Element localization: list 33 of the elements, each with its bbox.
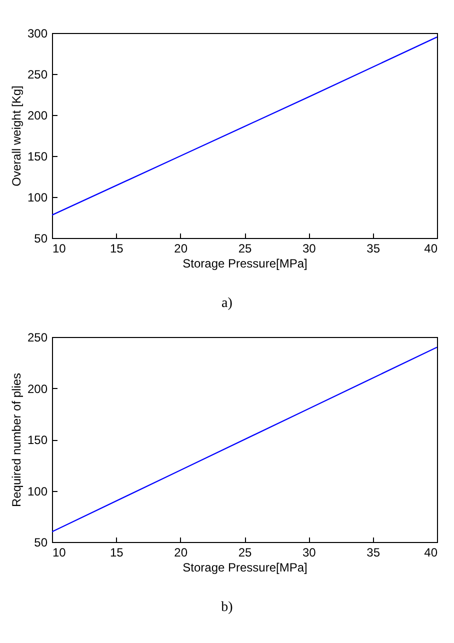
x-tick-label: 35 <box>366 546 380 560</box>
x-axis-title: Storage Pressure[MPa] <box>182 256 308 270</box>
y-axis-title: Overall weight [Kg] <box>9 86 24 186</box>
text: a) <box>220 296 234 312</box>
x-tick-label: 25 <box>238 546 252 560</box>
x-tick-label: 40 <box>424 546 438 560</box>
y-tick-label: 300 <box>27 26 48 40</box>
text: b) <box>220 600 234 616</box>
x-tick-label: 15 <box>110 546 124 560</box>
x-axis-title: Storage Pressure[MPa] <box>182 560 308 574</box>
x-tick-label: 30 <box>302 242 316 256</box>
y-tick-label: 50 <box>34 232 48 246</box>
line-series <box>52 346 437 532</box>
x-tick-label: 35 <box>366 242 380 256</box>
y-axis-title: Required number of plies <box>9 372 24 508</box>
y-tick-label: 200 <box>27 108 48 122</box>
x-tick-label: 10 <box>52 546 66 560</box>
y-tick-label: 50 <box>34 536 48 550</box>
x-tick-label: 20 <box>174 242 188 256</box>
x-tick-label: 15 <box>110 242 124 256</box>
y-tick-label: 150 <box>27 433 48 447</box>
line-series <box>52 36 437 216</box>
x-tick-label: 30 <box>302 546 316 560</box>
y-tick-label: 100 <box>27 484 48 498</box>
y-tick-label: 100 <box>27 190 48 204</box>
x-tick-label: 20 <box>174 546 188 560</box>
y-tick-label: 150 <box>27 150 48 164</box>
y-tick-label: 250 <box>27 330 48 344</box>
x-tick-label: 40 <box>424 242 438 256</box>
x-tick-label: 25 <box>238 242 252 256</box>
y-tick-label: 250 <box>27 68 48 82</box>
x-tick-label: 10 <box>52 242 66 256</box>
y-tick-label: 200 <box>27 382 48 396</box>
